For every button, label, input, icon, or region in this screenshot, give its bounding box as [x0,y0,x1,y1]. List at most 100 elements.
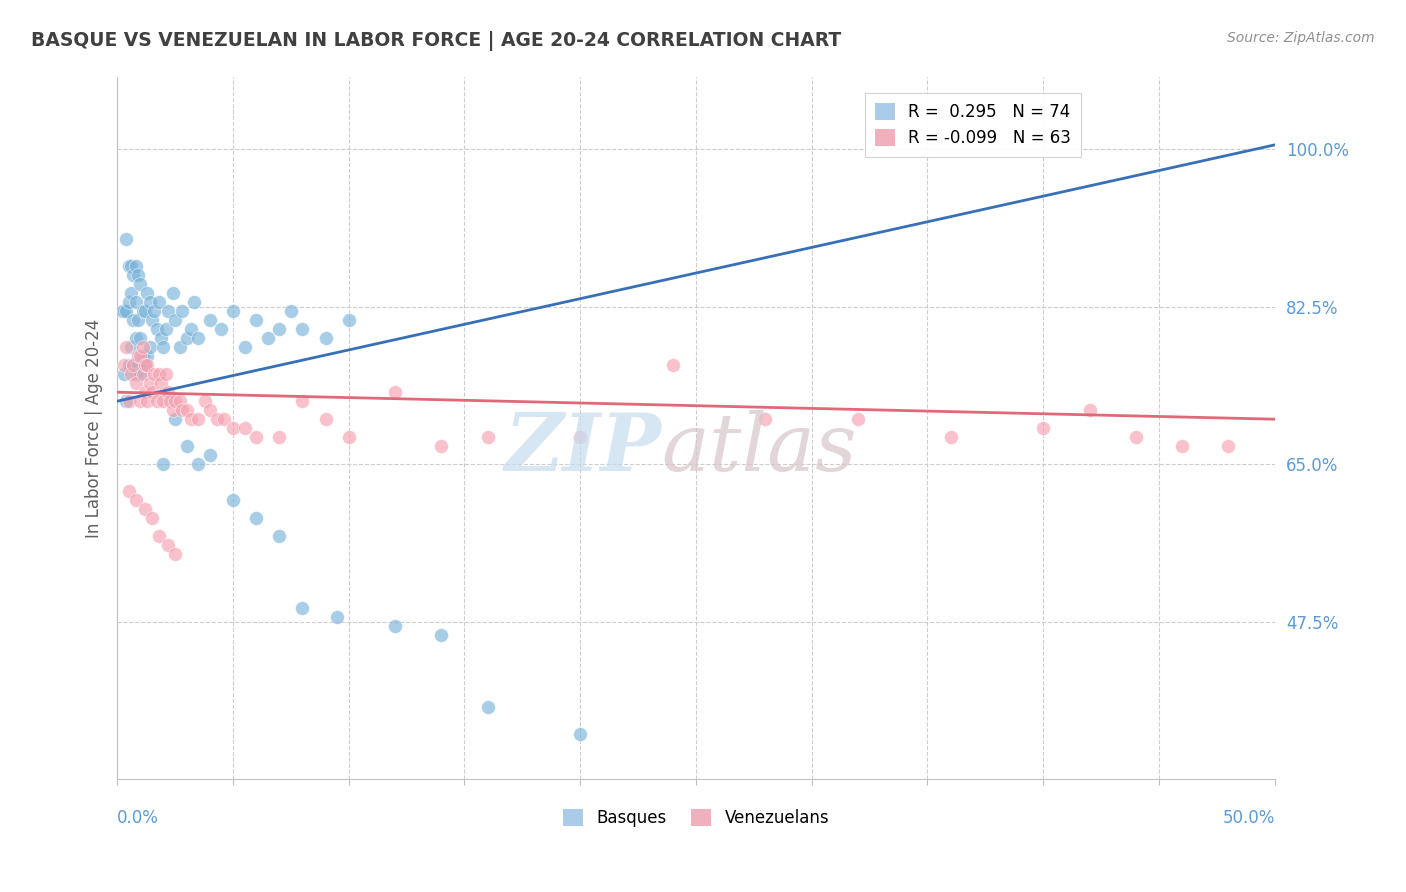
Point [134,502,156,516]
Point [152,457,174,471]
Text: BASQUE VS VENEZUELAN IN LABOR FORCE | AGE 20-24 CORRELATION CHART: BASQUE VS VENEZUELAN IN LABOR FORCE | AG… [31,31,841,51]
Point [122,358,145,372]
Point [118,358,141,372]
Point [141,313,163,327]
Point [122,313,145,327]
Point [280,304,302,318]
Point [157,385,180,400]
Point [245,511,267,525]
Point [194,394,217,409]
Point [939,430,962,444]
Point [269,529,291,543]
Point [152,340,174,354]
Point [138,295,160,310]
Point [129,277,152,292]
Point [136,349,159,363]
Point [430,439,453,453]
Point [662,358,685,372]
Point [337,430,360,444]
Point [150,331,173,345]
Point [120,286,142,301]
Point [165,313,187,327]
Point [569,727,592,741]
Point [136,394,159,409]
Y-axis label: In Labor Force | Age 20-24: In Labor Force | Age 20-24 [86,318,103,538]
Point [165,547,187,561]
Point [127,349,149,363]
Point [141,511,163,525]
Point [477,430,499,444]
Point [122,268,145,283]
Point [169,394,191,409]
Text: ZIP: ZIP [505,410,661,488]
Point [176,403,198,417]
Point [155,322,177,336]
Point [155,368,177,382]
Point [477,700,499,714]
Point [1125,430,1147,444]
Point [180,322,202,336]
Point [269,430,291,444]
Point [148,529,170,543]
Point [205,412,228,426]
Point [131,304,153,318]
Point [198,313,221,327]
Point [143,368,166,382]
Point [138,376,160,391]
Point [170,403,193,417]
Point [1171,439,1194,453]
Point [187,457,209,471]
Point [145,322,167,336]
Point [157,538,180,552]
Point [291,601,314,615]
Point [754,412,776,426]
Point [129,331,152,345]
Point [222,421,245,435]
Point [176,439,198,453]
Point [115,232,138,246]
Point [148,295,170,310]
Point [115,340,138,354]
Point [125,295,148,310]
Point [291,322,314,336]
Point [337,313,360,327]
Point [129,349,152,363]
Point [136,358,159,372]
Point [131,340,153,354]
Point [222,493,245,508]
Point [1032,421,1054,435]
Point [134,358,156,372]
Point [115,304,138,318]
Point [129,368,152,382]
Point [198,448,221,462]
Point [315,331,337,345]
Point [138,340,160,354]
Point [198,403,221,417]
Point [170,304,193,318]
Point [125,493,148,508]
Point [112,358,135,372]
Point [141,385,163,400]
Point [131,368,153,382]
Point [127,268,149,283]
Point [120,340,142,354]
Point [165,412,187,426]
Point [384,385,406,400]
Point [157,304,180,318]
Point [245,430,267,444]
Point [152,394,174,409]
Point [143,304,166,318]
Point [118,394,141,409]
Point [256,331,278,345]
Point [233,340,256,354]
Point [162,286,184,301]
Point [125,368,148,382]
Point [134,385,156,400]
Point [326,610,349,624]
Point [127,313,149,327]
Point [187,412,209,426]
Point [430,628,453,642]
Point [222,304,245,318]
Point [112,368,135,382]
Point [384,619,406,633]
